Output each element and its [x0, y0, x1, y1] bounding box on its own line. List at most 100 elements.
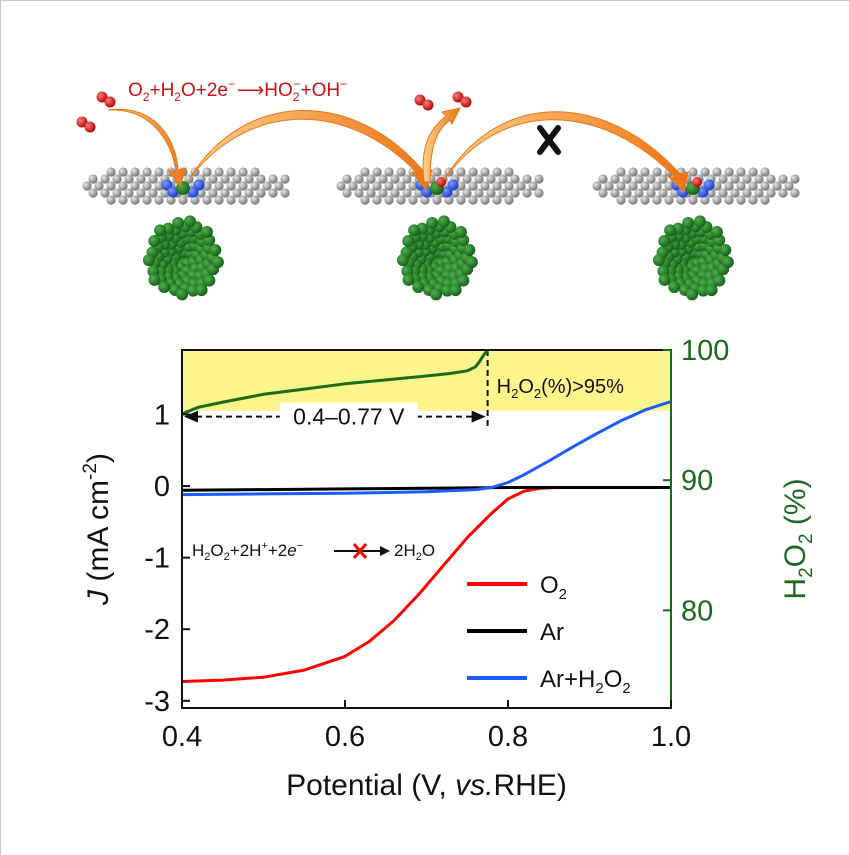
carbon-atom [474, 188, 484, 198]
carbon-atom [88, 174, 98, 184]
carbon-atom [736, 195, 746, 205]
carbon-atom [372, 167, 382, 177]
carbon-atom [760, 167, 770, 177]
carbon-atom [148, 174, 158, 184]
carbon-atom [136, 188, 146, 198]
carbon-atom [748, 195, 758, 205]
carbon-atom [688, 167, 698, 177]
carbon-atom [730, 174, 740, 184]
carbon-atom [784, 181, 794, 191]
carbon-atom [384, 181, 394, 191]
carbon-atom [142, 195, 152, 205]
carbon-atom [100, 188, 110, 198]
carbon-atom [640, 167, 650, 177]
blocked-x-stroke-2 [352, 543, 368, 559]
metal-atom [183, 215, 196, 228]
carbon-atom [432, 195, 442, 205]
carbon-atom [384, 195, 394, 205]
carbon-atom [142, 167, 152, 177]
metal-atom [457, 274, 470, 287]
carbon-atom [384, 167, 394, 177]
carbon-atom [366, 188, 376, 198]
reaction-arrow-4 [443, 111, 689, 194]
metal-atom [449, 284, 462, 297]
selectivity-highlight [182, 350, 671, 411]
carbon-atom [106, 195, 116, 205]
carbon-atom [450, 188, 460, 198]
carbon-atom [250, 195, 260, 205]
carbon-atom [250, 181, 260, 191]
carbon-atom [616, 181, 626, 191]
metal-atom [154, 224, 167, 237]
metal-atom [158, 281, 171, 294]
carbon-atom [790, 188, 800, 198]
carbon-atom [510, 188, 520, 198]
metal-atom [454, 226, 467, 239]
carbon-atom [468, 195, 478, 205]
carbon-atom [444, 195, 454, 205]
carbon-atom [616, 167, 626, 177]
carbon-atom [664, 181, 674, 191]
oxygen-atom [460, 96, 472, 108]
metal-atom [719, 244, 732, 257]
carbon-atom [372, 181, 382, 191]
carbon-atom [268, 188, 278, 198]
carbon-atom [348, 181, 358, 191]
carbon-atom [480, 167, 490, 177]
y-tick-label: -1 [144, 543, 170, 575]
carbon-atom [790, 174, 800, 184]
carbon-atom [244, 174, 254, 184]
carbon-atom [462, 174, 472, 184]
o2-molecules [76, 91, 472, 133]
carbon-atom [226, 181, 236, 191]
potential-range-label: 0.4–0.77 V [293, 404, 405, 430]
carbon-atom [658, 188, 668, 198]
carbon-atom [118, 181, 128, 191]
carbon-atom [534, 188, 544, 198]
x-tick-label: 0.4 [162, 721, 202, 753]
carbon-atom [402, 188, 412, 198]
oxygen-atom [422, 99, 434, 111]
carbon-atom [456, 181, 466, 191]
carbon-atom [154, 167, 164, 177]
x-tick-label: 0.8 [488, 721, 528, 753]
y2-axis-ticks: 100 90 80 [663, 335, 729, 627]
carbon-atom [124, 188, 134, 198]
graphene-sheet-3 [592, 167, 800, 205]
nitrogen-atom [187, 186, 199, 198]
carbon-atom [492, 167, 502, 177]
oxygen-atom [452, 91, 464, 103]
o2-molecule-icon [76, 116, 96, 133]
carbon-atom [414, 188, 424, 198]
y2-tick-label: 90 [681, 465, 713, 497]
carbon-atom [760, 195, 770, 205]
metal-atom [682, 217, 695, 230]
carbon-atom [366, 174, 376, 184]
carbon-atom [226, 195, 236, 205]
carbon-atom [280, 174, 290, 184]
carbon-atom [354, 174, 364, 184]
carbon-atom [118, 167, 128, 177]
carbon-atom [178, 195, 188, 205]
carbon-atom [208, 188, 218, 198]
nitrogen-atom [697, 186, 709, 198]
carbon-atom [628, 181, 638, 191]
metal-atom [693, 215, 706, 228]
metal-atom [652, 254, 665, 267]
range-arrow-left-head [184, 410, 198, 423]
metal-atom [721, 256, 734, 269]
metal-atom [426, 217, 439, 230]
potential-range-arrow [184, 402, 486, 429]
carbon-atom [712, 195, 722, 205]
nitrogen-atom [441, 186, 453, 198]
carbon-atom [280, 188, 290, 198]
reaction-arrows [107, 107, 689, 194]
carbon-atom [610, 188, 620, 198]
carbon-atom [634, 188, 644, 198]
carbon-atom [232, 174, 242, 184]
carbon-atom [390, 174, 400, 184]
nitrogen-atom [167, 186, 179, 198]
carbon-atom [766, 188, 776, 198]
y2-axis-label: H2O2 (%) [779, 478, 817, 599]
